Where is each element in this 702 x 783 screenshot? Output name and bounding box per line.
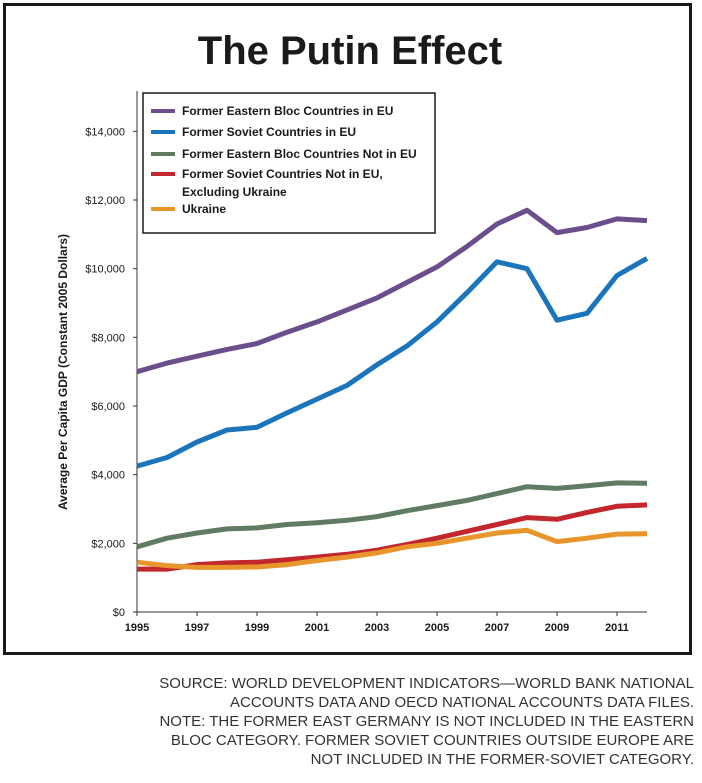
- x-tick-label: 2009: [545, 622, 569, 634]
- legend-label: Former Eastern Bloc Countries in EU: [182, 104, 393, 118]
- y-tick-label: $4,000: [91, 470, 125, 482]
- source-notes: SOURCE: WORLD DEVELOPMENT INDICATORS—WOR…: [34, 674, 694, 769]
- y-tick-label: $2,000: [91, 538, 125, 550]
- x-tick-label: 2011: [605, 622, 629, 634]
- axes: $0 $2,000 $4,000 $6,000 $8,000 $10,000 $12,000…: [85, 91, 647, 634]
- x-tick-label: 2007: [485, 622, 509, 634]
- x-tick-label: 1999: [245, 622, 269, 634]
- legend-box: [142, 92, 436, 234]
- x-tick-label: 2005: [425, 622, 449, 634]
- legend-label: Former Soviet Countries in EU: [182, 125, 356, 139]
- series-line-3: [136, 480, 648, 550]
- x-tick-label: 1997: [185, 622, 209, 634]
- note-line: NOT INCLUDED IN THE FORMER-SOVIET CATEGO…: [310, 751, 694, 768]
- y-tick-label: $10,000: [85, 264, 125, 276]
- note-line: BLOC CATEGORY. FORMER SOVIET COUNTRIES O…: [170, 732, 694, 749]
- note-line: NOTE: THE FORMER EAST GERMANY IS NOT INC…: [159, 713, 694, 730]
- legend-label: Ukraine: [182, 202, 226, 216]
- y-tick-label: $8,000: [91, 332, 125, 344]
- legend-label: Former Eastern Bloc Countries Not in EU: [182, 147, 417, 161]
- legend: Former Eastern Bloc Countries in EU Forme…: [142, 92, 436, 234]
- legend-label: Former Soviet Countries Not in EU,: [182, 167, 383, 181]
- x-tick-label: 1995: [125, 622, 149, 634]
- series-line-2: [136, 256, 649, 469]
- y-axis-label: Average Per Capita GDP (Constant 2005 Do…: [56, 234, 70, 510]
- x-tick-label: 2001: [305, 622, 329, 634]
- series-line-1: [136, 207, 648, 375]
- plot-area: [136, 207, 649, 572]
- chart-title: The Putin Effect: [198, 29, 502, 73]
- note-line: SOURCE: WORLD DEVELOPMENT INDICATORS—WOR…: [159, 675, 694, 692]
- series-line-5: [136, 527, 648, 570]
- line-chart: The Putin Effect Average Per Capita GDP …: [56, 29, 649, 634]
- legend-label: Excluding Ukraine: [182, 185, 287, 199]
- note-line: ACCOUNTS DATA AND OECD NATIONAL ACCOUNTS…: [230, 694, 694, 711]
- x-tick-label: 2003: [365, 622, 389, 634]
- y-tick-label: $0: [113, 607, 125, 619]
- y-tick-label: $12,000: [85, 195, 125, 207]
- y-tick-label: $14,000: [85, 126, 125, 138]
- y-tick-label: $6,000: [91, 401, 125, 413]
